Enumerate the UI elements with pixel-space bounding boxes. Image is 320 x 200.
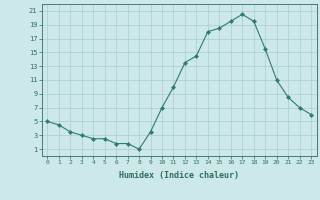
X-axis label: Humidex (Indice chaleur): Humidex (Indice chaleur) (119, 171, 239, 180)
